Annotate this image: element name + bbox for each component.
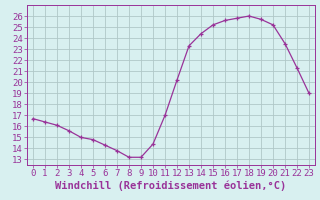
X-axis label: Windchill (Refroidissement éolien,°C): Windchill (Refroidissement éolien,°C) (55, 181, 287, 191)
